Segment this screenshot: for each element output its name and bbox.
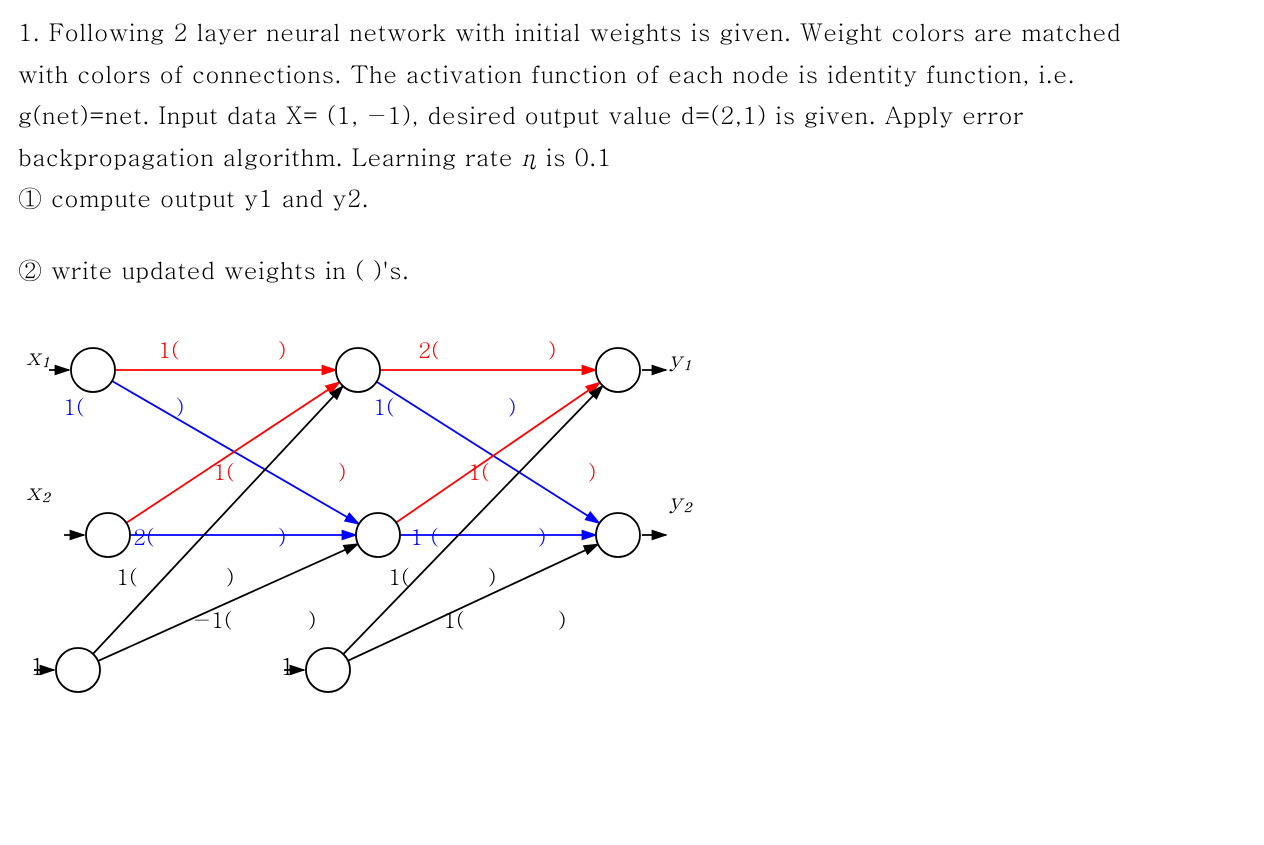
weight-label: 1( <box>158 334 179 365</box>
node-h2 <box>356 513 400 557</box>
weight-paren-close: ) <box>538 521 546 552</box>
weight-label: 1( <box>213 456 234 487</box>
node-b1 <box>56 648 100 692</box>
weight-label: 1( <box>388 561 409 592</box>
weight-label: 1( <box>116 561 137 592</box>
weight-paren-close: ) <box>558 604 566 635</box>
weight-label: 1( <box>63 391 84 422</box>
weight-label: −1( <box>193 604 232 635</box>
text-span: Weight colors are matched <box>792 14 1122 48</box>
weight-label: 2( <box>133 521 154 552</box>
edge-h2-y1 <box>396 382 600 522</box>
weight-paren-close: ) <box>176 391 184 422</box>
edge-h1-y2 <box>377 381 600 522</box>
weight-label: 2( <box>418 334 439 365</box>
node-y1 <box>596 348 640 392</box>
node-x2 <box>86 513 130 557</box>
weight-paren-close: ) <box>308 604 316 635</box>
node-y2 <box>596 513 640 557</box>
text-span: 1. Following 2 layer neural network with… <box>18 14 792 48</box>
question-2: ② write updated weights in ( )'s. <box>18 250 1246 290</box>
text-line-1: 1. Following 2 layer neural network with… <box>18 12 1246 52</box>
network-svg: 1() 1() 1() 2() 1() −1() 2() 1() 1() 1 () 1() 1() x₁… <box>18 310 718 710</box>
node-h1 <box>336 348 380 392</box>
network-diagram: 1() 1() 1() 2() 1() −1() 2() 1() 1() 1 () 1() 1() x₁… <box>18 310 718 710</box>
weight-label: 1 ( <box>410 521 439 552</box>
spacer <box>18 220 1246 250</box>
weight-paren-close: ) <box>588 456 596 487</box>
weight-label: 1( <box>373 391 394 422</box>
node-b2 <box>306 648 350 692</box>
edge-b2-y2 <box>348 544 598 660</box>
weight-label: 1( <box>468 456 489 487</box>
input-label-x2: x₂ <box>26 473 65 507</box>
input-label-b2: 1 <box>280 648 294 682</box>
edges-layer <box>34 370 666 670</box>
question-1: ① compute output y1 and y2. <box>18 178 1246 218</box>
text-line-3: g(net)=net. Input data X= (1, −1), desir… <box>18 95 1246 135</box>
weight-paren-close: ) <box>278 521 286 552</box>
output-label-y1: y₁ <box>668 341 706 375</box>
weight-paren-close: ) <box>548 334 556 365</box>
node-x1 <box>71 348 115 392</box>
weight-paren-close: ) <box>338 456 346 487</box>
weight-label: 1( <box>443 604 464 635</box>
text-line-2: with colors of connections. The activati… <box>18 54 1246 94</box>
page-root: 1. Following 2 layer neural network with… <box>0 0 1264 710</box>
edge-x2-h1 <box>126 382 339 523</box>
weight-paren-close: ) <box>508 391 516 422</box>
weight-paren-close: ) <box>278 334 286 365</box>
weight-paren-close: ) <box>226 561 234 592</box>
eta-symbol: η <box>522 139 537 173</box>
output-label-y2: y₂ <box>668 483 706 517</box>
text-span: backpropagation algorithm. Learning rate <box>18 139 522 173</box>
weight-paren-close: ) <box>488 561 496 592</box>
input-label-x1: x₁ <box>26 338 65 372</box>
text-span: is 0.1 <box>537 139 612 173</box>
problem-text: 1. Following 2 layer neural network with… <box>18 12 1246 290</box>
input-label-b1: 1 <box>30 648 44 682</box>
text-line-4: backpropagation algorithm. Learning rate… <box>18 137 1246 177</box>
